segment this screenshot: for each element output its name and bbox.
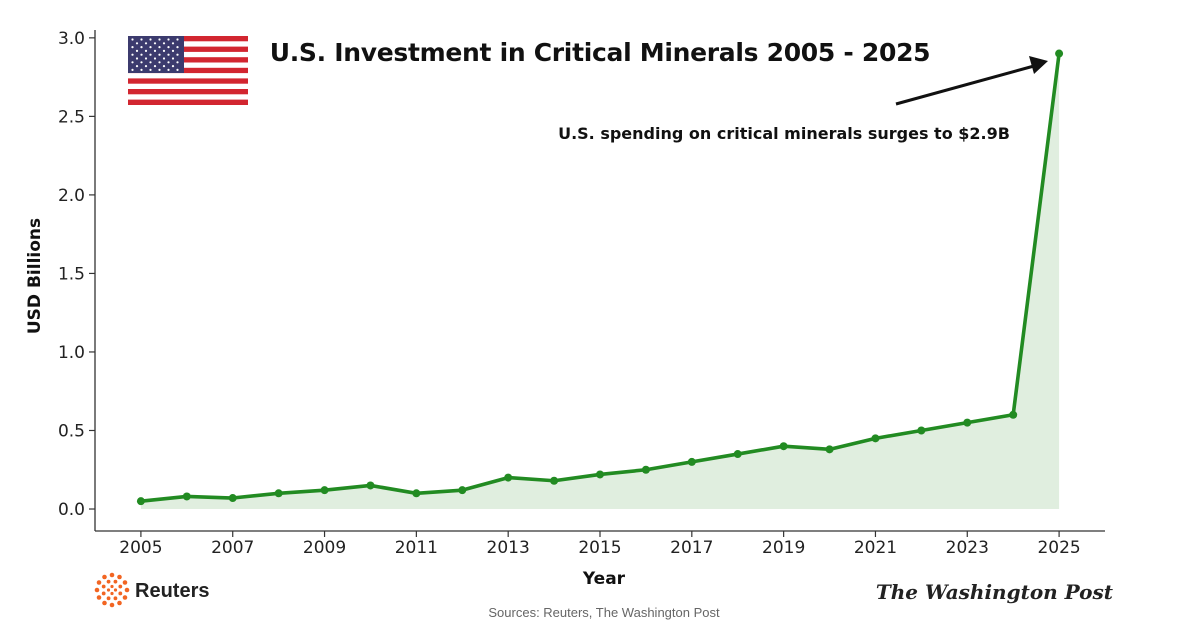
area-fill (140, 53, 1060, 510)
data-point-2018 (733, 450, 742, 459)
data-point-2015 (596, 470, 604, 479)
x-tick-label: 2015 (578, 538, 621, 558)
annotation: U.S. spending on critical minerals surge… (558, 56, 1048, 143)
data-point-2016 (641, 465, 650, 474)
data-point-2021 (871, 434, 880, 443)
data-point-2013 (504, 473, 513, 482)
data-point-2010 (366, 481, 375, 490)
y-tick-label: 1.5 (58, 264, 85, 284)
x-tick-label: 2005 (119, 538, 162, 558)
reuters-wordmark: Reuters (135, 580, 209, 602)
x-tick-label: 2021 (854, 538, 897, 558)
x-axis-ticks: 2005 2007 2009 2011 2013 2015 2017 2019 2021 2023… (119, 531, 1081, 558)
data-point-2011 (412, 489, 421, 498)
x-tick-label: 2009 (303, 538, 346, 558)
data-point-2007 (228, 494, 237, 503)
reuters-logo-icon (94, 572, 130, 608)
y-tick-label: 2.5 (58, 107, 85, 127)
x-tick-label: 2011 (395, 538, 438, 558)
us-flag-icon (128, 36, 248, 105)
x-axis-label: Year (582, 569, 626, 589)
data-point-2012 (458, 486, 467, 495)
x-tick-label: 2025 (1037, 538, 1080, 558)
data-point-2023 (963, 418, 972, 427)
washington-post-wordmark: The Washington Post (876, 580, 1114, 604)
x-tick-label: 2019 (762, 538, 805, 558)
data-point-2005 (136, 497, 145, 506)
data-point-2006 (182, 492, 191, 501)
data-point-2019 (779, 442, 788, 451)
plot-area (136, 49, 1064, 510)
y-tick-label: 0.0 (58, 500, 85, 520)
data-point-2024 (1009, 410, 1018, 419)
data-point-2022 (917, 426, 926, 435)
source-note: Sources: Reuters, The Washington Post (488, 605, 720, 620)
arrow-head-icon (1029, 56, 1048, 74)
data-point-2017 (687, 457, 696, 466)
y-tick-label: 1.0 (58, 343, 85, 363)
y-tick-label: 2.0 (58, 186, 85, 206)
x-tick-label: 2023 (946, 538, 989, 558)
y-axis-ticks: 0.0 0.5 1.0 1.5 2.0 2.5 3.0 (58, 29, 95, 520)
chart-title: U.S. Investment in Critical Minerals 200… (270, 38, 931, 67)
x-tick-label: 2013 (487, 538, 530, 558)
annotation-arrow (895, 64, 1035, 106)
data-point-2009 (320, 486, 329, 495)
y-tick-label: 3.0 (58, 29, 85, 49)
data-point-2008 (274, 489, 283, 498)
data-point-2025 (1055, 49, 1064, 58)
data-point-2020 (825, 445, 834, 454)
x-tick-label: 2007 (211, 538, 254, 558)
y-tick-label: 0.5 (58, 421, 85, 441)
y-axis-label: USD Billions (25, 218, 45, 334)
annotation-text: U.S. spending on critical minerals surge… (558, 124, 1010, 143)
reuters-logo: Reuters (94, 572, 209, 608)
data-point-2014 (550, 476, 559, 485)
x-tick-label: 2017 (670, 538, 713, 558)
